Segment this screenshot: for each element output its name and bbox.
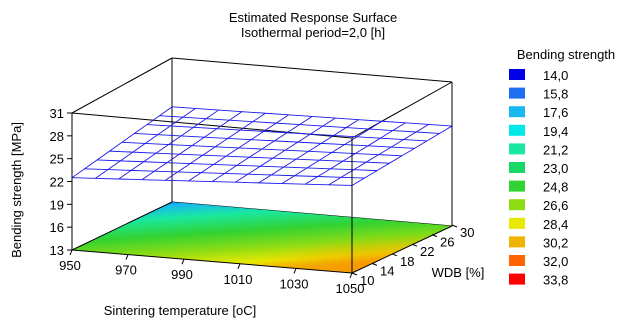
surface-mesh-line [159,115,440,134]
x-tick-mark [69,249,73,256]
legend-swatch [509,217,525,229]
y-tick-mark [371,262,378,266]
y-tick-mark [451,224,458,228]
legend-label: 30,2 [543,235,568,250]
x-tick-label: 950 [59,258,81,273]
contour-floor-hot-corner [72,202,452,273]
legend-swatch [509,87,525,99]
z-tick-label: 13 [50,243,64,258]
y-tick-mark [431,234,438,238]
z-tick-label: 16 [50,220,64,235]
x-tick-mark [181,259,185,265]
x-tick-mark [349,272,353,279]
x-tick-label: 1010 [224,272,253,287]
chart-title: Estimated Response Surface [229,10,397,25]
x-tick-label: 970 [115,263,137,278]
y-tick-label: 22 [420,244,434,259]
y-axis-label: WDB [%] [432,265,485,280]
legend-swatch [509,69,525,80]
surface-mesh-line [84,168,365,179]
surface-mesh [71,106,453,186]
legend-label: 26,6 [543,198,568,213]
z-tick-label: 28 [50,129,64,144]
x-tick-mark [237,263,241,269]
box-edge-right-floor [351,225,453,274]
surface-mesh-line [146,124,428,142]
legend-swatch [509,143,525,155]
box-edge-left-floor [71,201,173,251]
x-tick-label: 1050 [336,281,365,296]
box-edge-top-right [351,81,453,139]
legend-label: 21,2 [543,142,568,157]
z-tick-label: 31 [50,106,64,121]
chart-subtitle: Isothermal period=2,0 [h] [241,25,385,40]
legend-swatch [509,106,525,118]
y-tick-label: 18 [400,254,414,269]
box-edge-back-top [171,57,453,83]
legend-label: 33,8 [543,273,568,288]
y-tick-mark [391,253,398,257]
y-tick-label: 30 [460,225,474,240]
legend-label: 24,8 [543,180,568,195]
y-tick-mark [411,243,418,247]
surface-mesh-line [171,106,453,127]
surface-mesh-line [134,132,415,149]
box-edge-top-left [71,57,173,114]
legend: 14,0 15,8 17,6 19,4 21,2 23,0 24,8 26,6 28,4 30,2… [509,68,568,288]
legend-label: 32,0 [543,254,568,269]
legend-title: Bending strength [517,47,615,62]
legend-label: 28,4 [543,217,568,232]
z-tick-label: 22 [50,175,64,190]
legend-label: 17,6 [543,105,568,120]
legend-swatch [509,180,525,192]
legend-swatch [509,124,525,136]
y-tick-mark [351,272,358,276]
x-tick-label: 1030 [280,276,309,291]
surface-mesh-line [109,150,390,164]
legend-swatch [509,273,525,285]
x-axis-label: Sintering temperature [oC] [104,303,256,318]
box-back-edges [71,57,453,227]
contour-floor [72,202,452,273]
legend-swatch [509,236,525,248]
legend-label: 15,8 [543,87,568,102]
surface-mesh-line [96,159,378,172]
z-axis-label: Bending strength [MPa] [9,122,24,258]
legend-label: 14,0 [543,68,568,83]
y-tick-label: 26 [440,235,454,250]
x-tick-mark [125,254,129,260]
x-tick-mark [293,268,297,274]
surface-mesh-line [71,177,353,186]
z-tick-label: 25 [50,152,64,167]
x-tick-label: 990 [171,267,193,282]
y-tick-label: 10 [360,273,374,288]
y-tick-label: 14 [380,263,394,278]
legend-swatch [509,199,525,211]
legend-label: 19,4 [543,124,568,139]
legend-swatch [509,255,525,266]
box-edge-front-floor [71,249,353,274]
z-tick-label: 19 [50,197,64,212]
legend-swatch [509,162,525,173]
legend-label: 23,0 [543,161,568,176]
surface-mesh-line [121,141,403,157]
